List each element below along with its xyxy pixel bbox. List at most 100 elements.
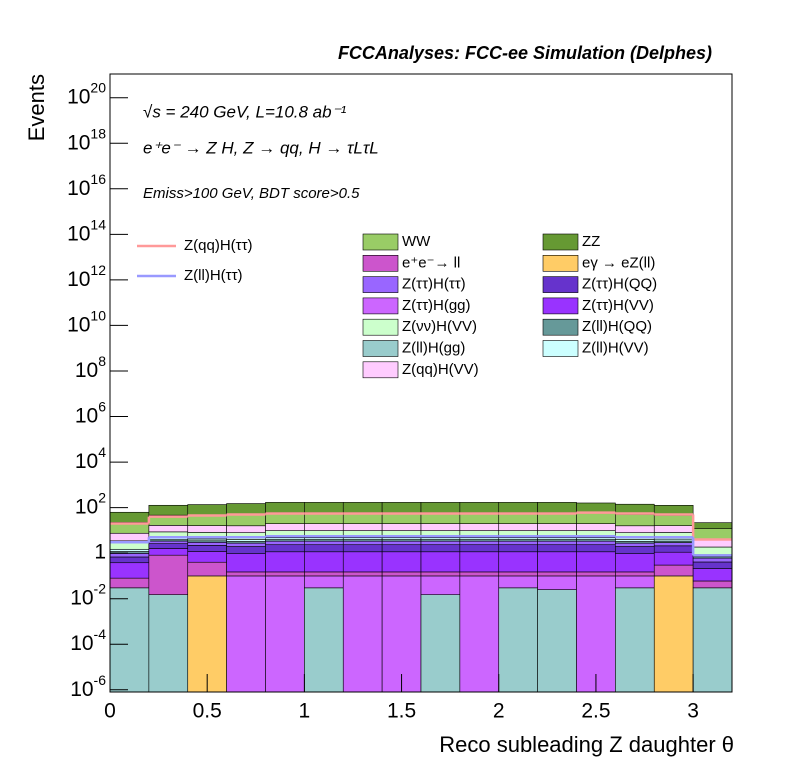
legend-swatch — [362, 340, 399, 357]
bar-segment — [342, 523, 383, 531]
bar-segment — [692, 561, 733, 569]
y-tick-base: 10 — [75, 404, 98, 427]
bar-segment — [381, 502, 422, 514]
y-tick-label: 1014 — [67, 216, 106, 245]
bar-segment — [265, 575, 305, 693]
chart-title: FCCAnalyses: FCC-ee Simulation (Delphes) — [338, 43, 712, 63]
bar-segment — [653, 564, 694, 577]
bar-segment — [381, 544, 422, 553]
y-tick-exponent: 20 — [90, 79, 106, 95]
legend-swatch — [362, 361, 399, 379]
legend-label: Z(νν)H(VV) — [402, 318, 477, 335]
legend-label: Z(ττ)H(gg) — [402, 297, 471, 314]
bar-segment — [576, 575, 616, 693]
bar-segment — [109, 587, 150, 693]
bar-segment — [187, 545, 227, 552]
bar-segment — [420, 502, 461, 514]
bar-segment — [615, 575, 655, 589]
bar-segment — [537, 571, 577, 577]
y-tick-exponent: 14 — [90, 216, 106, 232]
bar-segment — [498, 523, 538, 531]
y-tick-label: 1016 — [67, 171, 106, 200]
bar-segment — [187, 525, 227, 533]
bar-segment — [148, 525, 189, 533]
bar-segment — [265, 544, 305, 553]
x-tick-label: 0.5 — [193, 700, 222, 723]
bar-segment — [304, 575, 344, 589]
y-tick-exponent: -4 — [94, 626, 107, 642]
y-tick-label: 1 — [94, 541, 106, 564]
bar-segment — [653, 551, 694, 566]
plot-frame — [109, 73, 733, 693]
bar-segment — [692, 528, 733, 541]
y-tick-exponent: 6 — [98, 398, 106, 414]
bar-segment — [265, 571, 305, 577]
bar-segment — [576, 540, 616, 546]
y-tick-exponent: 16 — [90, 171, 106, 187]
bar-segment — [265, 540, 305, 546]
legend-label: Z(ll)H(VV) — [582, 339, 649, 356]
y-tick-base: 10 — [75, 495, 98, 518]
bar-segment — [459, 571, 500, 577]
bar-segment — [576, 523, 616, 531]
bar-segment — [537, 523, 577, 531]
bar-segment — [498, 551, 538, 573]
y-tick-label: 10-2 — [70, 580, 106, 609]
x-tick-label: 1.5 — [387, 700, 416, 723]
bar-segment — [148, 540, 189, 544]
x-tick-label: 2 — [493, 700, 505, 723]
bar-segment — [109, 553, 150, 558]
bar-segment — [537, 544, 577, 553]
bar-segment — [420, 575, 461, 595]
bar-segment — [576, 571, 616, 577]
bar-segment — [381, 523, 422, 531]
bar-segment — [342, 540, 383, 546]
y-tick-exponent: 12 — [90, 262, 106, 278]
bar-segment — [692, 522, 733, 530]
bar-segment — [226, 525, 266, 533]
bar-segment — [148, 594, 189, 693]
bar-segment — [576, 544, 616, 553]
bar-segment — [498, 571, 538, 577]
bar-segment — [615, 571, 655, 577]
bar-segment — [692, 568, 733, 582]
bar-segment — [187, 504, 227, 516]
y-tick-exponent: -6 — [94, 671, 107, 687]
legend-label: ZZ — [582, 233, 600, 250]
y-tick-base: 10 — [67, 313, 90, 336]
bar-segment — [420, 594, 461, 693]
bar-segment — [615, 525, 655, 533]
bar-segment — [498, 540, 538, 546]
bar-segment — [226, 575, 266, 693]
bar-segment — [109, 532, 150, 542]
bar-segment — [615, 513, 655, 527]
bar-segment — [653, 525, 694, 533]
legend-swatch — [362, 297, 399, 315]
y-tick-base: 10 — [70, 632, 93, 655]
y-tick-exponent: 8 — [98, 353, 106, 369]
y-tick-label: 1018 — [67, 125, 106, 154]
legend-label: Z(qq)H(VV) — [402, 361, 479, 378]
legend-label: Z(ττ)H(VV) — [582, 297, 654, 314]
bar-segment — [304, 587, 344, 693]
y-tick-label: 10-6 — [70, 671, 106, 700]
y-tick-label: 106 — [75, 398, 106, 427]
legend-label: Z(qq)H(ττ) — [184, 237, 253, 254]
bar-segment — [304, 571, 344, 577]
bar-segment — [537, 502, 577, 514]
bar-segment — [304, 540, 344, 546]
bar-segment — [537, 575, 577, 590]
bar-segment — [342, 551, 383, 573]
x-tick-label: 1 — [299, 700, 311, 723]
bar-segment — [226, 542, 266, 547]
legend-label: Z(ll)H(QQ) — [582, 318, 652, 335]
y-tick-label: 1020 — [67, 79, 106, 108]
legend-label: eγ → eZ(ll) — [582, 254, 655, 271]
bar-segment — [342, 502, 383, 514]
y-axis-label: Events — [24, 74, 49, 141]
legend-swatch — [542, 233, 579, 251]
bar-segment — [381, 540, 422, 546]
y-tick-base: 10 — [67, 222, 90, 245]
y-tick-base: 10 — [67, 131, 90, 154]
